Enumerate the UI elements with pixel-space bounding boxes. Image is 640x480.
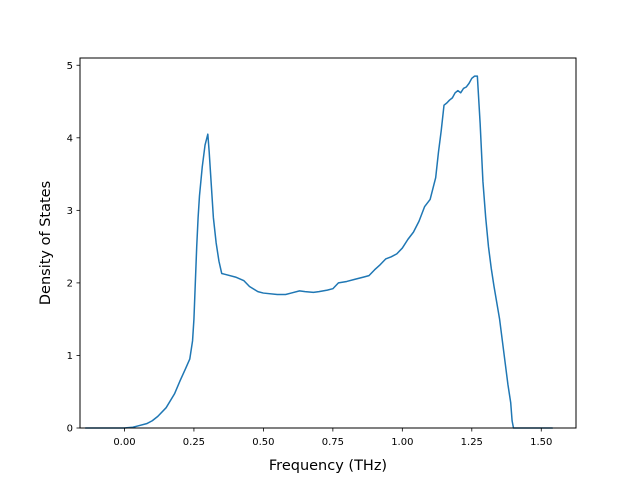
x-tick-label: 0.00 <box>113 437 135 448</box>
y-axis-ticks: 0 1 2 3 4 5 <box>67 61 80 435</box>
x-axis-label: Frequency (THz) <box>269 458 387 474</box>
x-tick-label: 0.75 <box>322 437 344 448</box>
x-tick-label: 0.50 <box>252 437 274 448</box>
y-axis-label: Density of States <box>38 181 54 305</box>
y-tick-label: 4 <box>67 133 73 144</box>
y-tick-label: 0 <box>67 424 73 435</box>
x-tick-label: 1.25 <box>461 437 483 448</box>
y-tick-label: 2 <box>67 278 73 289</box>
x-tick-label: 1.00 <box>391 437 413 448</box>
y-tick-label: 1 <box>67 351 73 362</box>
y-tick-label: 3 <box>67 206 73 217</box>
x-axis-ticks: 0.00 0.25 0.50 0.75 1.00 1.25 1.50 <box>113 428 552 448</box>
axes-frame <box>79 57 577 429</box>
plot-area <box>84 75 554 429</box>
x-tick-label: 1.50 <box>530 437 552 448</box>
x-tick-label: 0.25 <box>183 437 205 448</box>
dos-series-line-0 <box>84 75 554 429</box>
y-tick-label: 5 <box>67 61 73 72</box>
